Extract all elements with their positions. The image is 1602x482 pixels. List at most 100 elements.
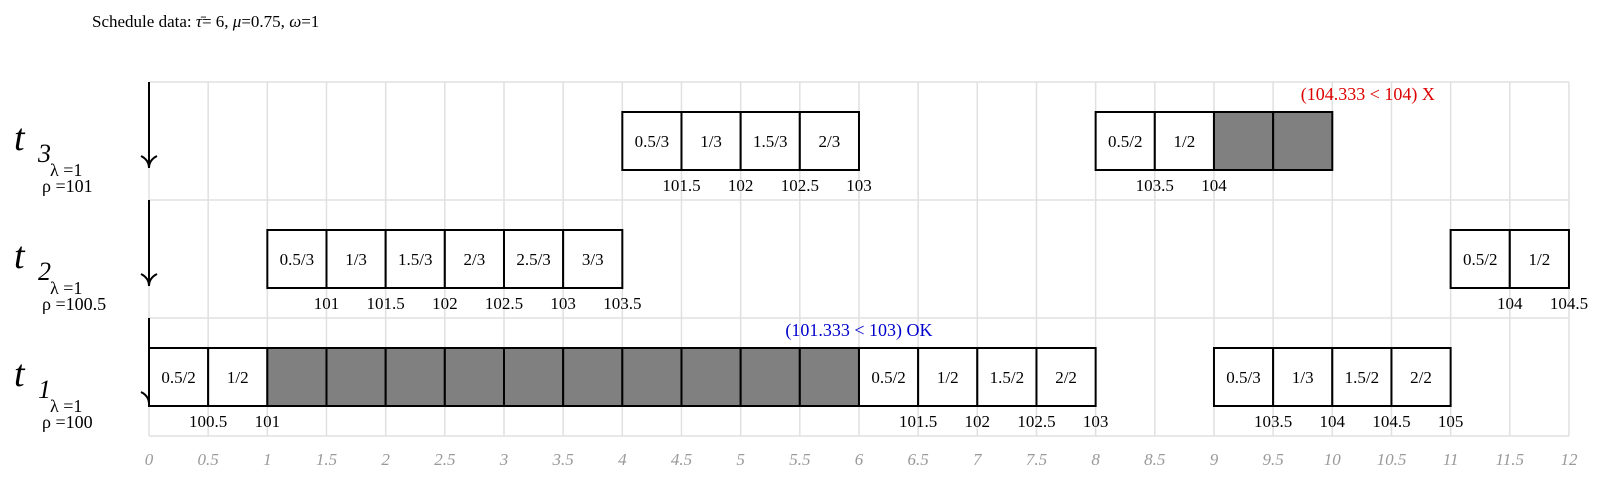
completion-label: 101.5	[662, 176, 700, 195]
job-cell-label: 1/3	[1292, 368, 1314, 387]
job-cell-label: 1/2	[1174, 132, 1196, 151]
release-arrow-head	[140, 273, 158, 287]
mu-symbol: μ	[232, 12, 242, 31]
x-tick-label: 6.5	[908, 450, 929, 469]
x-tick-label: 11.5	[1496, 450, 1525, 469]
job-cell	[1272, 347, 1334, 407]
x-tick-label: 10.5	[1377, 450, 1407, 469]
job-cell-label: 0.5/3	[1226, 368, 1260, 387]
task-subscript: 3	[37, 139, 51, 168]
job-cell-label: 1.5/3	[753, 132, 787, 151]
busy-cell	[1272, 111, 1334, 171]
completion-label: 102.5	[1017, 412, 1055, 431]
job-cell	[384, 229, 446, 289]
lambda-label: λ =1	[50, 278, 82, 298]
rho-label: ρ =100.5	[42, 294, 106, 314]
x-tick-label: 6	[855, 450, 864, 469]
task-subscript: 2	[38, 257, 51, 286]
omega-symbol: ω	[289, 12, 302, 31]
completion-label: 105	[1438, 412, 1464, 431]
completion-label: 103.5	[1254, 412, 1292, 431]
busy-cell	[1212, 111, 1275, 171]
completion-label: 101	[255, 412, 281, 431]
job-cell	[266, 229, 328, 289]
x-tick-label: 3	[499, 450, 509, 469]
lambda-label: λ =1	[50, 396, 82, 416]
completion-label: 101.5	[899, 412, 937, 431]
task-subscript: 1	[38, 375, 51, 404]
busy-cell	[502, 347, 565, 407]
busy-cell	[680, 347, 742, 407]
job-cell	[1094, 111, 1156, 171]
x-tick-label: 4.5	[671, 450, 692, 469]
job-cell-label: 3/3	[582, 250, 604, 269]
x-tick-label: 9.5	[1263, 450, 1284, 469]
header-prefix: Schedule data:	[92, 12, 192, 31]
busy-cell	[621, 347, 683, 407]
busy-cell	[384, 347, 446, 407]
mu-value: =0.75,	[241, 12, 285, 31]
completion-label: 101	[314, 294, 340, 313]
job-cell-label: 0.5/3	[280, 250, 314, 269]
completion-label: 103	[1083, 412, 1109, 431]
task-label: t	[14, 117, 26, 159]
deadline-fail-annotation: (104.333 < 104) X	[1301, 84, 1435, 105]
x-tick-label: 2	[381, 450, 390, 469]
job-cell-label: 0.5/2	[1108, 132, 1142, 151]
job-cell-label: 0.5/2	[871, 368, 905, 387]
job-cell-label: 2/2	[1410, 368, 1432, 387]
x-tick-label: 2.5	[434, 450, 455, 469]
job-cell-label: 1.5/2	[990, 368, 1024, 387]
x-tick-label: 5	[736, 450, 745, 469]
completion-label: 103	[846, 176, 872, 195]
job-cell	[562, 229, 624, 289]
completion-label: 101.5	[367, 294, 405, 313]
job-cell-label: 2/3	[464, 250, 486, 269]
job-cell-label: 1/2	[937, 368, 959, 387]
job-cell-label: 1/2	[227, 368, 249, 387]
job-cell-label: 1.5/2	[1345, 368, 1379, 387]
tau-value: = 6,	[201, 12, 229, 31]
schedule-header: Schedule data: τ̄= 6, μ=0.75, ω=1	[92, 12, 319, 32]
completion-label: 102	[965, 412, 991, 431]
busy-cell	[562, 347, 624, 407]
job-cell-label: 2/2	[1055, 368, 1077, 387]
lambda-label: λ =1	[50, 160, 82, 180]
job-cell	[148, 347, 210, 407]
job-cell-label: 1/3	[345, 250, 367, 269]
x-tick-label: 1.5	[316, 450, 337, 469]
deadline-ok-annotation: (101.333 < 103) OK	[785, 320, 932, 341]
job-cell	[621, 111, 683, 171]
completion-label: 102	[432, 294, 458, 313]
job-cell	[1035, 347, 1097, 407]
job-cell-label: 2/3	[819, 132, 841, 151]
x-tick-label: 9	[1210, 450, 1219, 469]
busy-cell	[325, 347, 387, 407]
completion-label: 104.5	[1550, 294, 1588, 313]
x-tick-label: 5.5	[789, 450, 810, 469]
completion-label: 104	[1320, 412, 1346, 431]
job-cell-label: 0.5/3	[635, 132, 669, 151]
job-cell	[857, 347, 920, 407]
job-cell-label: 0.5/2	[161, 368, 195, 387]
release-arrow-head	[140, 155, 158, 169]
completion-label: 104.5	[1372, 412, 1410, 431]
completion-label: 103.5	[1136, 176, 1174, 195]
job-cell-label: 0.5/2	[1463, 250, 1497, 269]
completion-label: 102	[728, 176, 754, 195]
busy-cell	[443, 347, 505, 407]
x-tick-label: 0	[145, 450, 154, 469]
job-cell	[1153, 111, 1215, 171]
completion-label: 103	[550, 294, 576, 313]
task-label: t	[14, 235, 26, 277]
x-tick-label: 8	[1091, 450, 1100, 469]
completion-label: 103.5	[603, 294, 641, 313]
job-cell	[207, 347, 269, 407]
x-tick-label: 4	[618, 450, 627, 469]
rho-label: ρ =101	[42, 176, 93, 196]
busy-cell	[266, 347, 328, 407]
job-cell-label: 1.5/3	[398, 250, 432, 269]
x-tick-label: 7	[973, 450, 983, 469]
completion-label: 102.5	[485, 294, 523, 313]
